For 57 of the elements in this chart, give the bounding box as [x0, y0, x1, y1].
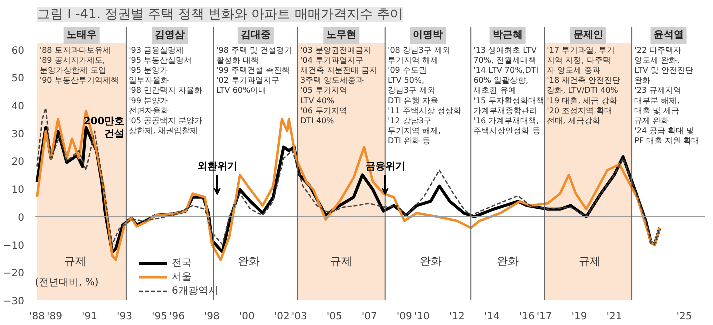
x-tick-label: '89: [47, 312, 62, 322]
x-tick-label: '02: [274, 312, 290, 322]
x-tick-label: '95: [152, 312, 168, 322]
text: '22 다주택자 양도세 완화, LTV 및 안전진단 완화 '23 규제지역 대부분 해제, 대출 및 세금 규제 완화 '24 공급 확대 및 PF 대출 지원 확대: [634, 46, 700, 146]
y-tick-label: 60: [12, 46, 25, 57]
y-tick-label: 30: [12, 129, 25, 140]
x-tick-label: '91: [82, 312, 98, 322]
annotation: 규제: [579, 255, 602, 268]
x-tick-label: '96: [169, 312, 185, 322]
annotation: 완화: [496, 255, 519, 268]
annotation: '03 분양권전매금지 '04 투기과열지구 재건축 지분전매 금지 3주택 양도세중과 '05 투기지역 LTV 40% '06 투기지역 DTI 40%: [300, 46, 378, 126]
annotation: 규제: [330, 255, 353, 268]
y-tick-label: 10: [12, 185, 25, 196]
legend-label: 서울: [172, 271, 192, 284]
x-tick-label: '17: [536, 312, 552, 322]
annotation: 김영삼: [155, 30, 186, 42]
x-tick-label: '16: [519, 312, 535, 322]
text: '13 생애최초 LTV 70%, 전월세대책 '14 LTV 70%,DTI 60% 일괄상향, 재초환 유예 '15 투자활성화대책 가계부채종합관리 '16 가계부채대책, 주택시장안정화 등: [474, 46, 545, 136]
annotation: (전년대비, %): [35, 277, 99, 288]
band-label: 노태우: [66, 30, 97, 42]
annotation: 이명박: [413, 30, 444, 42]
annotation: '88 토지과다보유세 '89 공시지가제도, 분양가상한제 도입 '90 부동산투기억제책: [40, 46, 119, 86]
annotation: 김대중: [240, 30, 271, 42]
band-label: 문제인: [573, 30, 604, 42]
y-tick-label: 20: [12, 157, 25, 168]
x-tick-label: '14: [484, 312, 500, 322]
x-tick-label: '98: [204, 312, 220, 322]
x-tick-label: '00: [239, 312, 255, 322]
x-tick-label: '12: [449, 312, 465, 322]
annotation: 규제: [64, 255, 87, 268]
x-tick-label: '07: [362, 312, 378, 322]
y-tick-label: 40: [12, 102, 25, 112]
annotation: '98 주택 및 건설경기 활성화 대책 '99 주택건설 촉진책 '02 투기과열지구 LTV 60%이내: [216, 46, 293, 96]
annotation: 윤석열: [654, 30, 684, 42]
x-tick-label: '19: [572, 312, 588, 322]
y-tick-label: −30: [3, 296, 25, 308]
x-tick-label: '25: [676, 312, 692, 322]
y-tick-label: 50: [12, 74, 25, 85]
annotation: 박근혜: [492, 30, 523, 42]
y-tick-label: −10: [3, 240, 25, 252]
chart-title: 그림 I -41. 정권별 주택 정책 변화와 아파트 매매가격지수 추이: [38, 8, 403, 22]
x-tick-label: '88: [30, 312, 45, 322]
text: '08 강남3구 제외 투기지역 해제 '09 수도권 LTV 50%, 강남3구 제외 DTI 은행 자율 '11 주택시장 정상화 '12 강남3구 투기지역 해제, DTI 완화 등: [388, 46, 462, 146]
x-tick-label: '03: [292, 312, 308, 322]
y-tick-label: −20: [3, 268, 25, 280]
y-tick-label: 0: [18, 212, 25, 224]
band-label: 노무현: [326, 30, 357, 42]
x-tick-label: '10: [414, 312, 430, 322]
annotation: 완화: [420, 255, 442, 268]
x-tick-label: '21: [606, 312, 622, 322]
legend-label: 전국: [172, 257, 192, 270]
x-tick-label: '05: [326, 312, 342, 322]
x-tick-label: '09: [396, 312, 412, 322]
annotation: '17 투기과열, 투기 지역 지정, 다주택 자 양도세 중과 '18 재건축 안전진단 강화, LTV/DTI 40% '19 대출, 세금 강화 '20 조정지역 확대 전매, 세금강화: [547, 46, 621, 126]
x-tick-label: '93: [116, 312, 132, 322]
annotation: 완화: [238, 255, 260, 268]
text: '93 금융실명제 '95 부동산실명서 '95 분양가 일부자율화 '98 민간택지 자율화 '99 분양가 전면자율화 '05 공공택지 분양가 상한제, 채권입찰제: [129, 46, 203, 136]
